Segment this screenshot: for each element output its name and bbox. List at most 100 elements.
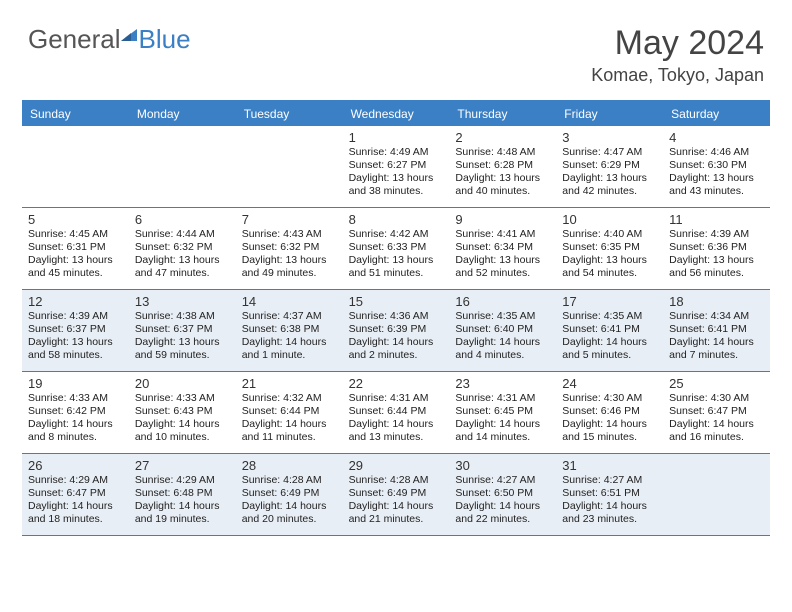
sunset-text: Sunset: 6:37 PM: [135, 323, 230, 336]
weekday-header: Sunday: [22, 102, 129, 126]
calendar-cell: 14Sunrise: 4:37 AMSunset: 6:38 PMDayligh…: [236, 290, 343, 372]
daylight-text: Daylight: 13 hours and 42 minutes.: [562, 172, 657, 198]
sunset-text: Sunset: 6:48 PM: [135, 487, 230, 500]
month-title: May 2024: [591, 24, 764, 63]
day-number: 9: [455, 212, 550, 227]
sunrise-text: Sunrise: 4:31 AM: [455, 392, 550, 405]
calendar-cell: 1Sunrise: 4:49 AMSunset: 6:27 PMDaylight…: [343, 126, 450, 208]
daylight-text: Daylight: 13 hours and 47 minutes.: [135, 254, 230, 280]
calendar-cell: 16Sunrise: 4:35 AMSunset: 6:40 PMDayligh…: [449, 290, 556, 372]
weekday-header: Thursday: [449, 102, 556, 126]
sunrise-text: Sunrise: 4:32 AM: [242, 392, 337, 405]
sunrise-text: Sunrise: 4:35 AM: [562, 310, 657, 323]
sunset-text: Sunset: 6:49 PM: [349, 487, 444, 500]
sunrise-text: Sunrise: 4:47 AM: [562, 146, 657, 159]
calendar-cell: 19Sunrise: 4:33 AMSunset: 6:42 PMDayligh…: [22, 372, 129, 454]
sunrise-text: Sunrise: 4:30 AM: [669, 392, 764, 405]
sunset-text: Sunset: 6:42 PM: [28, 405, 123, 418]
day-number: 29: [349, 458, 444, 473]
sunrise-text: Sunrise: 4:39 AM: [669, 228, 764, 241]
calendar-cell: 2Sunrise: 4:48 AMSunset: 6:28 PMDaylight…: [449, 126, 556, 208]
daylight-text: Daylight: 13 hours and 58 minutes.: [28, 336, 123, 362]
sunrise-text: Sunrise: 4:37 AM: [242, 310, 337, 323]
day-number: 15: [349, 294, 444, 309]
calendar-cell: [236, 126, 343, 208]
day-number: 11: [669, 212, 764, 227]
weekday-header: Wednesday: [343, 102, 450, 126]
calendar-cell: [129, 126, 236, 208]
calendar-cell: 17Sunrise: 4:35 AMSunset: 6:41 PMDayligh…: [556, 290, 663, 372]
sunrise-text: Sunrise: 4:36 AM: [349, 310, 444, 323]
sunset-text: Sunset: 6:45 PM: [455, 405, 550, 418]
sunset-text: Sunset: 6:38 PM: [242, 323, 337, 336]
calendar: SundayMondayTuesdayWednesdayThursdayFrid…: [22, 100, 770, 536]
calendar-cell: 5Sunrise: 4:45 AMSunset: 6:31 PMDaylight…: [22, 208, 129, 290]
day-number: 25: [669, 376, 764, 391]
daylight-text: Daylight: 14 hours and 11 minutes.: [242, 418, 337, 444]
calendar-cell: 28Sunrise: 4:28 AMSunset: 6:49 PMDayligh…: [236, 454, 343, 536]
logo-triangle-icon: [121, 27, 137, 43]
sunset-text: Sunset: 6:28 PM: [455, 159, 550, 172]
sunset-text: Sunset: 6:44 PM: [349, 405, 444, 418]
day-number: 23: [455, 376, 550, 391]
header: General Blue May 2024 Komae, Tokyo, Japa…: [0, 0, 792, 90]
calendar-cell: 20Sunrise: 4:33 AMSunset: 6:43 PMDayligh…: [129, 372, 236, 454]
calendar-cell: 21Sunrise: 4:32 AMSunset: 6:44 PMDayligh…: [236, 372, 343, 454]
sunrise-text: Sunrise: 4:35 AM: [455, 310, 550, 323]
daylight-text: Daylight: 14 hours and 22 minutes.: [455, 500, 550, 526]
sunset-text: Sunset: 6:40 PM: [455, 323, 550, 336]
day-number: 24: [562, 376, 657, 391]
sunrise-text: Sunrise: 4:28 AM: [242, 474, 337, 487]
calendar-cell: 9Sunrise: 4:41 AMSunset: 6:34 PMDaylight…: [449, 208, 556, 290]
day-number: 12: [28, 294, 123, 309]
logo-text-blue: Blue: [139, 24, 191, 55]
daylight-text: Daylight: 14 hours and 10 minutes.: [135, 418, 230, 444]
daylight-text: Daylight: 13 hours and 56 minutes.: [669, 254, 764, 280]
sunrise-text: Sunrise: 4:28 AM: [349, 474, 444, 487]
sunrise-text: Sunrise: 4:43 AM: [242, 228, 337, 241]
day-number: 26: [28, 458, 123, 473]
calendar-cell: [663, 454, 770, 536]
sunrise-text: Sunrise: 4:38 AM: [135, 310, 230, 323]
sunset-text: Sunset: 6:34 PM: [455, 241, 550, 254]
sunrise-text: Sunrise: 4:27 AM: [455, 474, 550, 487]
daylight-text: Daylight: 14 hours and 20 minutes.: [242, 500, 337, 526]
logo-text-general: General: [28, 24, 121, 55]
day-number: 22: [349, 376, 444, 391]
daylight-text: Daylight: 14 hours and 18 minutes.: [28, 500, 123, 526]
daylight-text: Daylight: 14 hours and 7 minutes.: [669, 336, 764, 362]
day-number: 28: [242, 458, 337, 473]
location-text: Komae, Tokyo, Japan: [591, 65, 764, 86]
sunset-text: Sunset: 6:39 PM: [349, 323, 444, 336]
calendar-cell: 15Sunrise: 4:36 AMSunset: 6:39 PMDayligh…: [343, 290, 450, 372]
calendar-cell: 4Sunrise: 4:46 AMSunset: 6:30 PMDaylight…: [663, 126, 770, 208]
day-number: 1: [349, 130, 444, 145]
day-number: 20: [135, 376, 230, 391]
day-number: 18: [669, 294, 764, 309]
day-number: 4: [669, 130, 764, 145]
daylight-text: Daylight: 13 hours and 49 minutes.: [242, 254, 337, 280]
daylight-text: Daylight: 14 hours and 5 minutes.: [562, 336, 657, 362]
sunrise-text: Sunrise: 4:29 AM: [135, 474, 230, 487]
weekday-header: Saturday: [663, 102, 770, 126]
calendar-cell: 25Sunrise: 4:30 AMSunset: 6:47 PMDayligh…: [663, 372, 770, 454]
sunset-text: Sunset: 6:32 PM: [242, 241, 337, 254]
daylight-text: Daylight: 13 hours and 45 minutes.: [28, 254, 123, 280]
calendar-cell: 22Sunrise: 4:31 AMSunset: 6:44 PMDayligh…: [343, 372, 450, 454]
title-block: May 2024 Komae, Tokyo, Japan: [591, 24, 764, 86]
sunrise-text: Sunrise: 4:33 AM: [28, 392, 123, 405]
sunrise-text: Sunrise: 4:40 AM: [562, 228, 657, 241]
daylight-text: Daylight: 14 hours and 13 minutes.: [349, 418, 444, 444]
calendar-grid: 1Sunrise: 4:49 AMSunset: 6:27 PMDaylight…: [22, 126, 770, 536]
day-number: 19: [28, 376, 123, 391]
daylight-text: Daylight: 14 hours and 14 minutes.: [455, 418, 550, 444]
daylight-text: Daylight: 13 hours and 51 minutes.: [349, 254, 444, 280]
sunset-text: Sunset: 6:37 PM: [28, 323, 123, 336]
sunset-text: Sunset: 6:47 PM: [669, 405, 764, 418]
sunset-text: Sunset: 6:46 PM: [562, 405, 657, 418]
sunset-text: Sunset: 6:30 PM: [669, 159, 764, 172]
sunset-text: Sunset: 6:35 PM: [562, 241, 657, 254]
sunset-text: Sunset: 6:27 PM: [349, 159, 444, 172]
daylight-text: Daylight: 14 hours and 4 minutes.: [455, 336, 550, 362]
day-number: 8: [349, 212, 444, 227]
